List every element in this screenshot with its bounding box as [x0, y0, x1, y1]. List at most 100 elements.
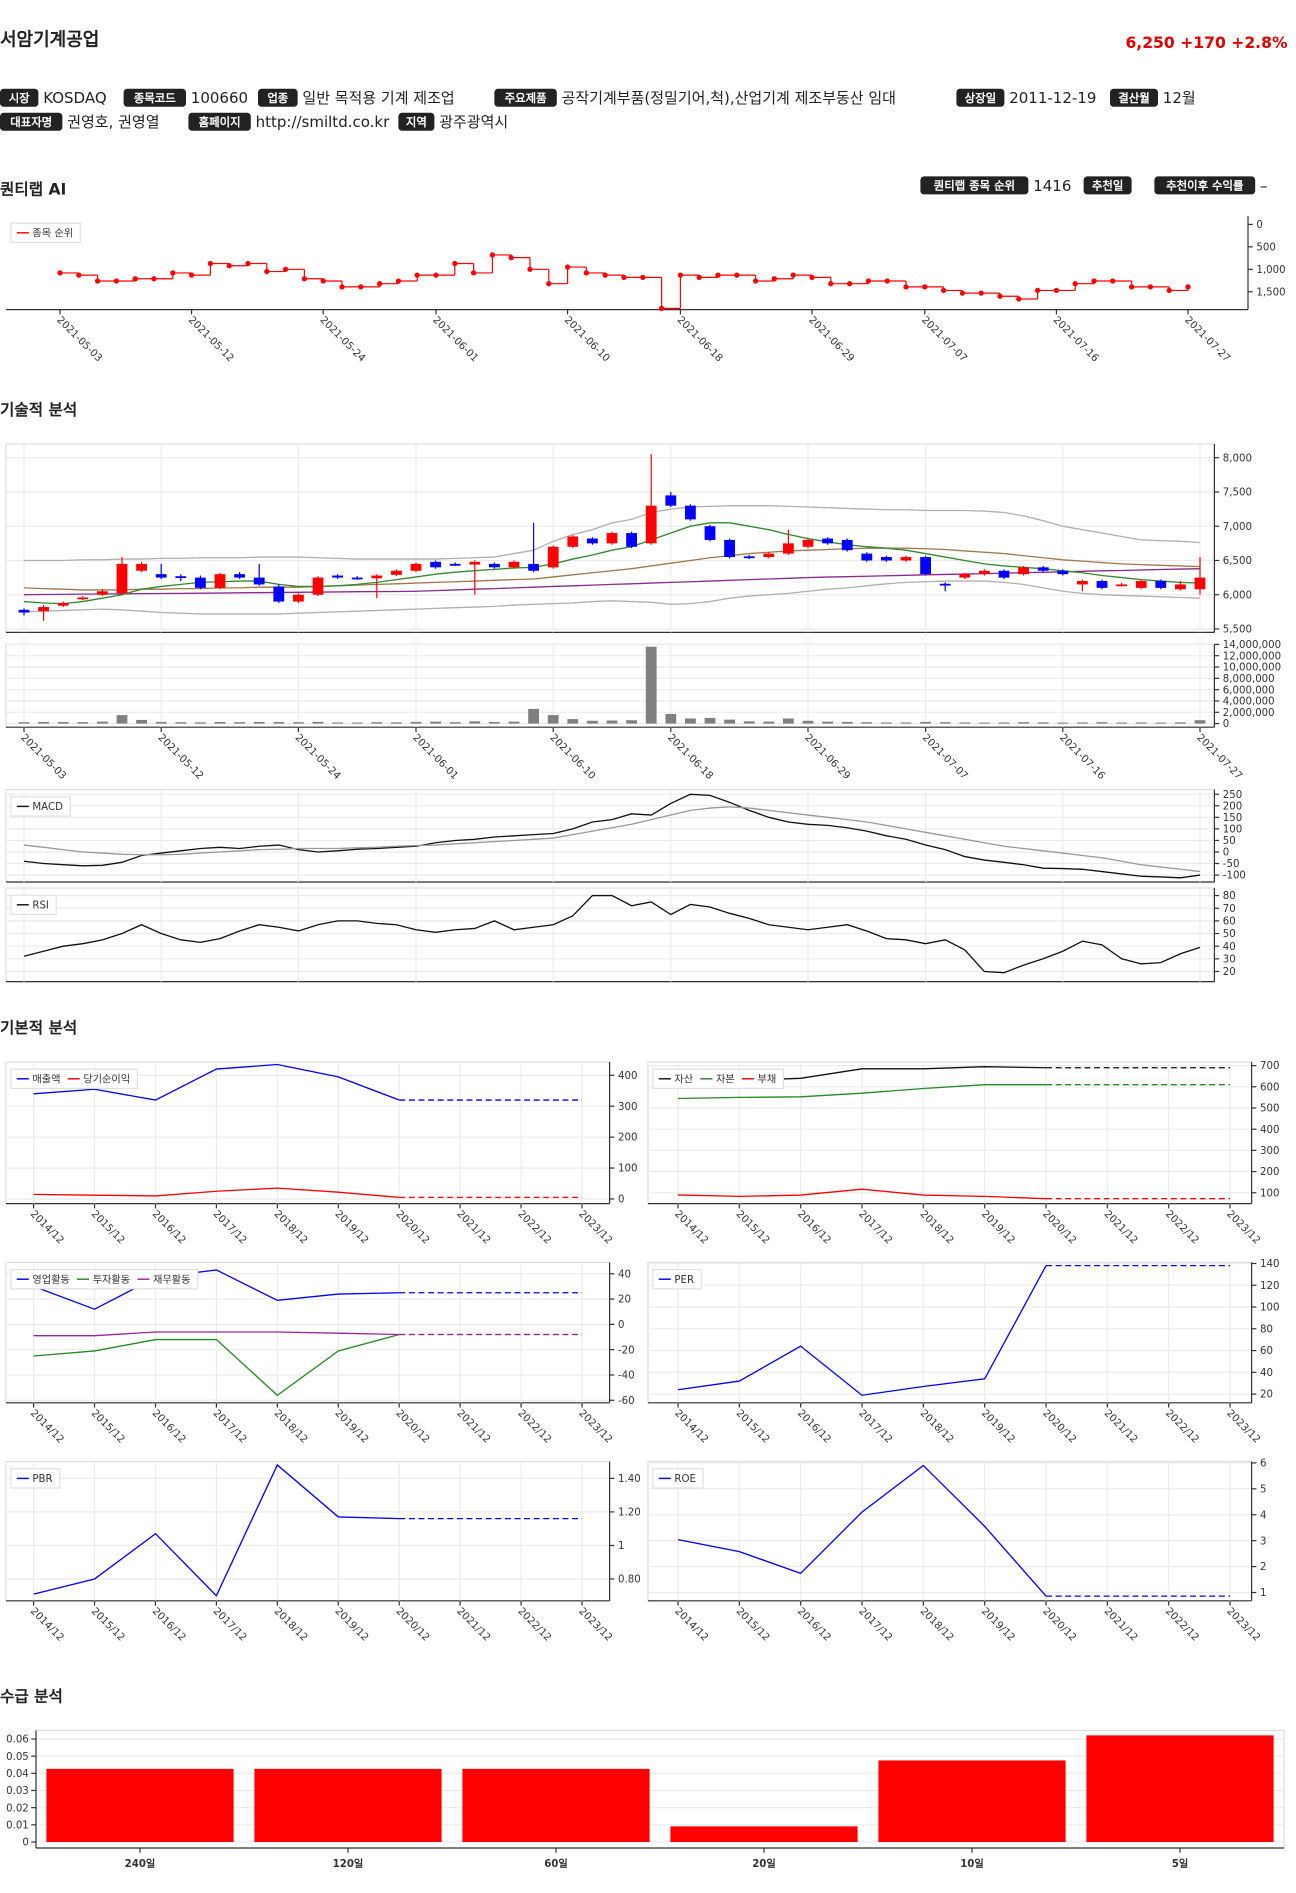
- bar: [214, 721, 226, 724]
- x-tick-label: 2017/12: [856, 1209, 894, 1247]
- legend-label: 투자활동: [93, 1273, 131, 1286]
- bar: [939, 722, 951, 724]
- series-line: [33, 1063, 400, 1101]
- bar: [783, 718, 794, 724]
- legend-label: 자본: [716, 1073, 735, 1085]
- marker: [301, 276, 308, 282]
- bar: [763, 721, 775, 724]
- candle-body: [724, 539, 735, 558]
- marker: [170, 270, 176, 276]
- x-tick-label: 2020/12: [393, 1408, 431, 1446]
- y-tick-label: 200: [1223, 801, 1242, 812]
- candle-body: [332, 575, 343, 578]
- bar: [645, 646, 657, 724]
- candle-body: [253, 577, 265, 585]
- x-tick-label: 2014/12: [28, 1209, 66, 1247]
- marker: [226, 263, 232, 269]
- bar: [234, 722, 245, 724]
- y-tick-label: 300: [618, 1102, 637, 1113]
- x-tick-label: 2021/12: [454, 1606, 492, 1644]
- x-tick-label: 2021-06-01: [410, 732, 460, 782]
- x-tick-label: 2021/12: [454, 1408, 492, 1446]
- y-tick-label: 60: [1223, 916, 1236, 927]
- x-tick-label: 2021-06-18: [675, 315, 725, 365]
- bar: [1037, 722, 1049, 724]
- section-title: 퀀티랩 AI: [0, 179, 66, 198]
- y-tick-label: 120: [1260, 1281, 1279, 1292]
- marker: [997, 293, 1003, 299]
- candle-body: [508, 561, 520, 568]
- x-tick-label: 2022/12: [515, 1408, 553, 1446]
- marker: [94, 278, 101, 284]
- y-tick-label: 100: [1260, 1188, 1279, 1199]
- info-value: 2011-12-19: [1009, 89, 1096, 107]
- homepage-link[interactable]: http://smiltd.co.kr: [256, 113, 390, 131]
- legend: ROE: [652, 1468, 704, 1489]
- series-line: [23, 793, 1201, 879]
- y-tick-label: 300: [1260, 1146, 1279, 1157]
- y-tick-label: 1.20: [618, 1508, 641, 1519]
- legend-label: 자산: [674, 1073, 693, 1085]
- legend-box: [652, 1269, 702, 1290]
- bar: [1116, 722, 1127, 724]
- candle-body: [920, 557, 931, 575]
- x-tick-label: 2021-05-03: [54, 315, 104, 365]
- y-tick-label: -40: [618, 1371, 635, 1382]
- marker: [828, 281, 834, 287]
- bar: [587, 720, 598, 724]
- marker: [752, 278, 759, 284]
- marker: [320, 278, 326, 284]
- candle-body: [704, 526, 716, 540]
- badge: [956, 88, 1005, 107]
- legend-box: [10, 894, 57, 915]
- marker: [602, 272, 608, 278]
- y-tick-label: 1.40: [618, 1474, 641, 1485]
- x-tick-label: 2014/12: [28, 1606, 66, 1644]
- candle-body: [783, 543, 794, 554]
- y-tick-label: 2: [1260, 1562, 1266, 1573]
- x-tick-label: 2021-06-29: [802, 732, 852, 782]
- marker: [846, 281, 853, 287]
- candle-body: [1077, 581, 1088, 585]
- candle-body: [449, 563, 461, 566]
- bar: [1077, 722, 1088, 724]
- candle-body: [802, 539, 814, 547]
- marker: [508, 255, 514, 261]
- marker: [188, 272, 195, 278]
- x-tick-label: 2023/12: [1224, 1408, 1262, 1446]
- y-tick-label: 40: [1223, 942, 1236, 953]
- chart-frame: [5, 887, 1215, 983]
- legend-box: [652, 1468, 704, 1489]
- marker: [358, 284, 364, 290]
- candle-body: [489, 563, 500, 568]
- bar: [670, 1826, 858, 1842]
- x-tick-label: 2022/12: [1163, 1408, 1201, 1446]
- badge: [258, 88, 298, 107]
- y-tick-label: 4,000,000: [1223, 697, 1275, 708]
- bar: [508, 721, 520, 724]
- candle-body: [77, 597, 89, 600]
- marker: [715, 272, 721, 278]
- x-tick-label: 2015/12: [734, 1606, 772, 1644]
- y-tick-label: 4: [1260, 1510, 1266, 1521]
- bar: [704, 717, 716, 724]
- y-tick-label: 0.02: [6, 1803, 29, 1814]
- marker: [282, 266, 289, 272]
- price: 6,250: [1125, 34, 1174, 52]
- series-line: [23, 580, 1201, 615]
- x-tick-label: 2023/12: [576, 1408, 614, 1446]
- legend-label: 당기순이익: [83, 1073, 130, 1085]
- marker: [959, 290, 966, 296]
- x-tick-label: 2021-07-07: [920, 732, 970, 782]
- x-tick-label: 2017/12: [211, 1209, 249, 1247]
- candle-body: [1116, 584, 1127, 587]
- legend-label: PER: [674, 1275, 694, 1286]
- badge: [398, 112, 435, 131]
- candle-body: [998, 570, 1010, 578]
- candle-body: [97, 591, 108, 595]
- y-tick-label: 0: [618, 1195, 624, 1206]
- badge-label: 주요제품: [505, 91, 547, 105]
- candle-body: [841, 539, 853, 551]
- x-tick-label: 2021-06-01: [430, 315, 480, 365]
- y-tick-label: 14,000,000: [1223, 640, 1281, 651]
